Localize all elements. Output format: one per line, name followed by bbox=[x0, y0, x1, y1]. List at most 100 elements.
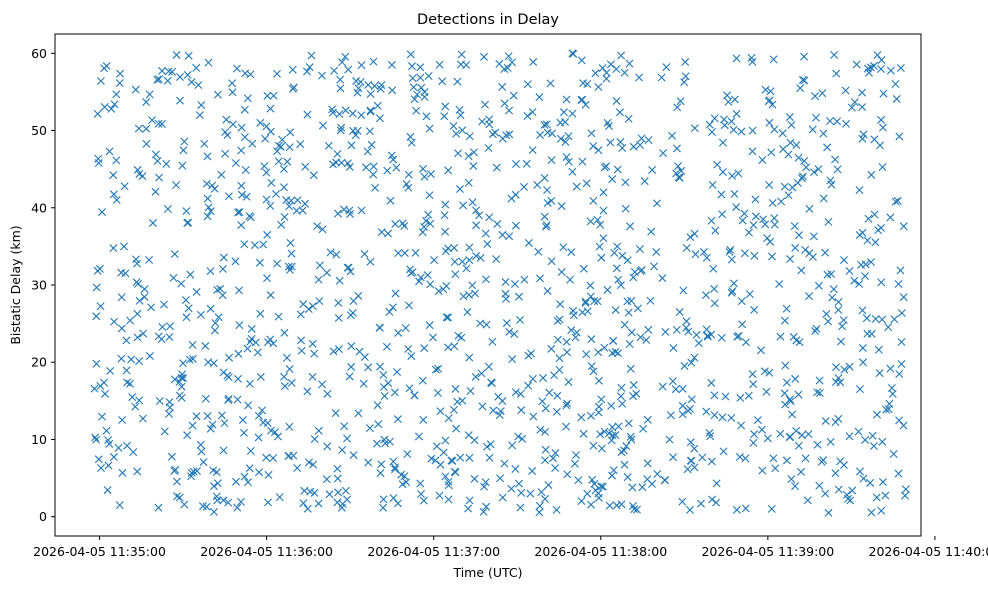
data-point bbox=[195, 111, 204, 120]
data-point bbox=[140, 292, 149, 301]
data-point bbox=[671, 385, 680, 394]
data-point bbox=[218, 291, 227, 300]
data-point bbox=[259, 418, 268, 427]
data-point bbox=[858, 343, 867, 352]
data-point bbox=[482, 320, 491, 329]
data-point bbox=[677, 166, 686, 175]
data-point bbox=[243, 94, 252, 103]
data-point bbox=[891, 197, 900, 206]
data-point bbox=[624, 114, 633, 123]
data-point bbox=[791, 482, 800, 491]
data-point bbox=[153, 75, 162, 84]
data-point bbox=[708, 128, 717, 137]
data-point bbox=[757, 425, 766, 434]
data-point bbox=[875, 369, 884, 378]
data-point bbox=[256, 118, 265, 127]
data-point bbox=[668, 377, 677, 386]
data-point bbox=[96, 302, 105, 311]
data-point bbox=[389, 457, 398, 466]
data-point bbox=[833, 117, 842, 126]
x-axis-label: Time (UTC) bbox=[452, 565, 522, 580]
data-point bbox=[626, 432, 635, 441]
data-point bbox=[862, 314, 871, 323]
data-point bbox=[318, 380, 327, 389]
data-point bbox=[274, 157, 283, 166]
data-point bbox=[597, 395, 606, 404]
data-point bbox=[749, 438, 758, 447]
data-point bbox=[718, 167, 727, 176]
data-point bbox=[824, 217, 833, 226]
data-point bbox=[832, 69, 841, 78]
data-point bbox=[366, 257, 375, 266]
data-point bbox=[886, 364, 895, 373]
data-point bbox=[582, 179, 591, 188]
data-point bbox=[867, 258, 875, 267]
data-point bbox=[229, 120, 237, 129]
data-point bbox=[263, 274, 272, 283]
data-point bbox=[770, 220, 779, 229]
data-point bbox=[404, 301, 413, 310]
data-point bbox=[564, 377, 573, 386]
data-point bbox=[480, 482, 489, 491]
data-point bbox=[317, 71, 326, 80]
data-point bbox=[310, 488, 319, 497]
data-point bbox=[599, 206, 608, 215]
data-point bbox=[255, 258, 264, 267]
data-point bbox=[133, 165, 142, 174]
data-point bbox=[578, 308, 587, 317]
data-point bbox=[502, 319, 511, 328]
data-point bbox=[579, 429, 588, 438]
data-point bbox=[107, 104, 116, 113]
data-point bbox=[839, 461, 848, 470]
data-point bbox=[417, 489, 426, 498]
data-point bbox=[219, 446, 228, 455]
data-point bbox=[404, 170, 413, 179]
data-point bbox=[897, 360, 906, 369]
data-point bbox=[766, 87, 775, 96]
data-point bbox=[792, 426, 801, 435]
data-point bbox=[123, 378, 132, 387]
data-point bbox=[464, 178, 473, 187]
data-point bbox=[698, 453, 707, 462]
data-point bbox=[471, 372, 480, 381]
data-point bbox=[170, 466, 179, 475]
data-point bbox=[388, 86, 397, 95]
data-point bbox=[672, 144, 681, 153]
data-point bbox=[400, 249, 409, 258]
data-point bbox=[614, 349, 623, 358]
data-point bbox=[406, 265, 415, 274]
data-point bbox=[769, 454, 778, 463]
data-point bbox=[500, 459, 509, 468]
data-point bbox=[529, 58, 538, 67]
data-point bbox=[420, 172, 429, 181]
data-point bbox=[855, 279, 864, 288]
data-point bbox=[775, 280, 784, 289]
data-point bbox=[112, 195, 121, 204]
data-point bbox=[528, 467, 537, 476]
data-point bbox=[178, 370, 187, 379]
data-point bbox=[426, 219, 435, 228]
data-point bbox=[881, 491, 890, 500]
data-point bbox=[829, 285, 838, 294]
data-point bbox=[102, 61, 111, 70]
data-point bbox=[732, 54, 741, 63]
data-point bbox=[322, 475, 331, 484]
data-point bbox=[142, 124, 151, 133]
data-point bbox=[848, 486, 857, 495]
data-point bbox=[596, 220, 605, 229]
data-point bbox=[482, 502, 491, 511]
data-point bbox=[330, 66, 339, 75]
data-point bbox=[867, 508, 876, 517]
data-point bbox=[563, 470, 572, 479]
data-point bbox=[612, 501, 621, 510]
data-point bbox=[297, 336, 306, 345]
data-point bbox=[492, 163, 501, 172]
data-point bbox=[91, 433, 100, 442]
data-point bbox=[187, 78, 196, 87]
data-point bbox=[895, 370, 904, 378]
data-point bbox=[341, 106, 350, 115]
data-point bbox=[362, 163, 370, 172]
data-point bbox=[465, 453, 474, 462]
data-point bbox=[526, 489, 535, 498]
data-point bbox=[839, 316, 848, 325]
